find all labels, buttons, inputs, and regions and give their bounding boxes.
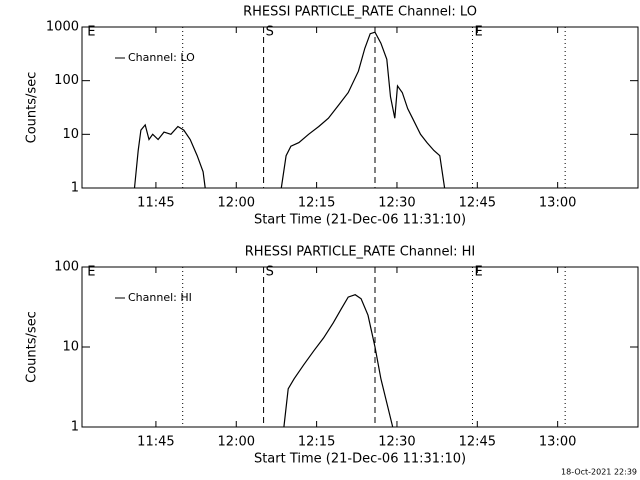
x-tick-label: 12:15 [298,435,335,450]
marker-label: E [474,25,482,40]
y-tick-label: 1000 [46,20,79,35]
y-tick-label: 1 [71,181,79,196]
legend-label: Channel: HI [128,291,192,304]
timestamp: 18-Oct-2021 22:39 [561,468,637,477]
data-line [133,31,446,189]
x-tick-label: 12:45 [459,435,496,450]
y-tick-label: 100 [54,260,79,275]
x-tick-label: 12:30 [378,196,415,211]
y-tick-label: 1 [71,420,79,435]
data-line [283,294,394,428]
marker-label: S [266,265,274,280]
x-axis-label: Start Time (21-Dec-06 11:31:10) [254,452,466,467]
chart-title: RHESSI PARTICLE_RATE Channel: LO [243,5,477,20]
marker-label: S [266,25,274,40]
x-tick-label: 12:15 [298,196,335,211]
x-tick-label: 11:45 [137,435,174,450]
x-axis-label: Start Time (21-Dec-06 11:31:10) [254,213,466,228]
x-tick-label: 13:00 [539,435,576,450]
chart-title: RHESSI PARTICLE_RATE Channel: HI [245,245,475,260]
legend-label: Channel: LO [128,51,195,64]
x-tick-label: 12:00 [218,196,255,211]
marker-label: E [474,265,482,280]
marker-label: E [87,25,95,40]
y-axis-label: Counts/sec [25,311,40,383]
x-tick-label: 12:00 [218,435,255,450]
plot-frame [81,26,639,189]
x-tick-label: 12:45 [459,196,496,211]
marker-label: E [87,265,95,280]
x-tick-label: 12:30 [378,435,415,450]
x-tick-label: 11:45 [137,196,174,211]
y-tick-label: 10 [62,127,79,142]
y-tick-label: 100 [54,73,79,88]
y-axis-label: Counts/sec [25,72,40,144]
y-tick-label: 10 [62,340,79,355]
x-tick-label: 13:00 [539,196,576,211]
